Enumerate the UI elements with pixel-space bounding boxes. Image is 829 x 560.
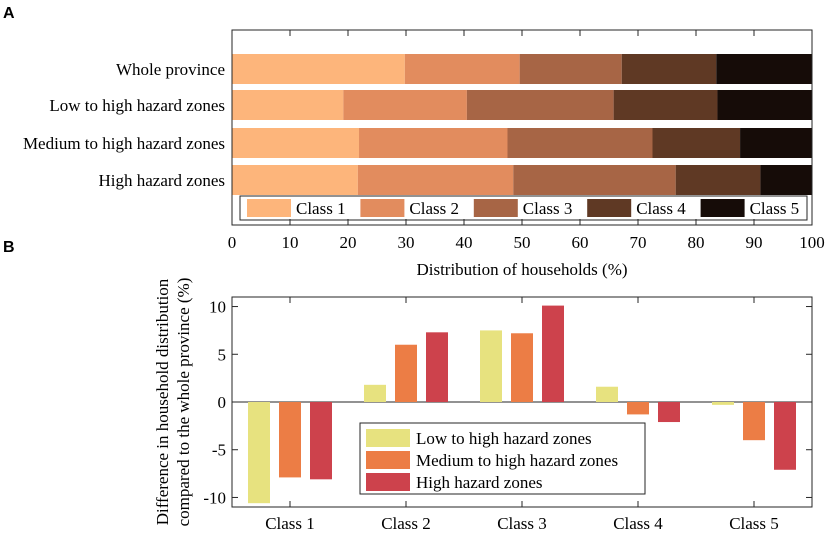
legend-label-high-hazard-zones: High hazard zones [416, 473, 543, 492]
bar-class-5-high-hazard-zones [774, 402, 796, 470]
y-tick-label: -10 [203, 488, 226, 507]
legend-label-medium-to-high-hazard-zones: Medium to high hazard zones [416, 451, 618, 470]
x-tick-label-class-3: Class 3 [497, 514, 547, 533]
bar-low-to-high-hazard-zones-class-5 [717, 90, 812, 120]
x-tick-label-class-2: Class 2 [381, 514, 431, 533]
bar-medium-to-high-hazard-zones-class-1 [232, 128, 360, 158]
panel-a-chart: Class 1 Class 2 Class 3 Class 4 Class 5 Whol… [23, 29, 825, 279]
x-tick-label: 60 [572, 233, 589, 252]
bar-low-to-high-hazard-zones-class-3 [466, 90, 614, 120]
bar-class-1-high-hazard-zones [310, 402, 332, 480]
x-tick-label: 90 [746, 233, 763, 252]
panel-b-chart: Low to high hazard zones Medium to high h… [153, 278, 813, 533]
bar-medium-to-high-hazard-zones-class-5 [740, 128, 812, 158]
panel-label-b: B [3, 239, 15, 256]
x-tick-label: 0 [228, 233, 237, 252]
panel-a-x-axis-label: Distribution of households (%) [416, 260, 627, 279]
bar-whole-province-class-5 [716, 54, 812, 84]
panel-b-y-axis-label-line1: Difference in household distribution [153, 278, 172, 525]
y-tick-label: 5 [218, 345, 227, 364]
legend-swatch-class-4 [587, 199, 632, 217]
bar-low-to-high-hazard-zones-class-1 [232, 90, 344, 120]
bar-class-5-medium-to-high-hazard-zones [743, 402, 765, 441]
bar-class-2-medium-to-high-hazard-zones [395, 344, 417, 402]
legend-label-class-3: Class 3 [523, 199, 573, 218]
bar-class-3-low-to-high-hazard-zones [480, 330, 502, 402]
y-tick-label-whole-province: Whole province [116, 60, 225, 79]
x-tick-label: 70 [630, 233, 647, 252]
legend-swatch-low-to-high-hazard-zones [366, 429, 410, 447]
x-tick-label: 20 [340, 233, 357, 252]
legend-swatch-medium-to-high-hazard-zones [366, 451, 410, 469]
bar-medium-to-high-hazard-zones-class-2 [359, 128, 508, 158]
legend-swatch-high-hazard-zones [366, 473, 410, 491]
bar-class-2-high-hazard-zones [426, 332, 448, 402]
x-tick-label-class-1: Class 1 [265, 514, 315, 533]
bar-class-5-low-to-high-hazard-zones [712, 402, 734, 405]
legend-swatch-class-5 [700, 199, 745, 217]
legend-swatch-class-2 [360, 199, 405, 217]
bar-class-4-low-to-high-hazard-zones [596, 386, 618, 402]
legend-label-low-to-high-hazard-zones: Low to high hazard zones [416, 429, 592, 448]
x-tick-label-class-5: Class 5 [729, 514, 779, 533]
bar-class-1-medium-to-high-hazard-zones [279, 402, 301, 478]
bar-medium-to-high-hazard-zones-class-3 [507, 128, 653, 158]
y-tick-label: -5 [212, 441, 226, 460]
legend-label-class-1: Class 1 [296, 199, 346, 218]
bar-high-hazard-zones-class-1 [232, 165, 358, 195]
bar-class-1-low-to-high-hazard-zones [248, 402, 270, 504]
y-tick-label-medium-to-high-hazard-zones: Medium to high hazard zones [23, 134, 225, 153]
y-tick-label: 10 [209, 298, 226, 317]
y-tick-label: 0 [218, 393, 227, 412]
bar-low-to-high-hazard-zones-class-2 [343, 90, 467, 120]
panel-b-y-axis-label-line2: compared to the whole province (%) [174, 278, 193, 527]
x-tick-label-class-4: Class 4 [613, 514, 663, 533]
bar-class-2-low-to-high-hazard-zones [364, 384, 386, 402]
bar-high-hazard-zones-class-3 [513, 165, 676, 195]
legend-label-class-5: Class 5 [750, 199, 800, 218]
legend-swatch-class-3 [473, 199, 518, 217]
bar-whole-province-class-3 [519, 54, 622, 84]
x-tick-label: 80 [688, 233, 705, 252]
bar-high-hazard-zones-class-5 [760, 165, 812, 195]
bar-class-3-high-hazard-zones [542, 305, 564, 402]
bar-class-4-medium-to-high-hazard-zones [627, 402, 649, 415]
panel-label-a: A [3, 5, 15, 22]
bar-whole-province-class-2 [404, 54, 520, 84]
bar-whole-province-class-4 [621, 54, 717, 84]
bar-whole-province-class-1 [232, 54, 405, 84]
bar-high-hazard-zones-class-4 [675, 165, 761, 195]
legend-label-class-4: Class 4 [636, 199, 686, 218]
x-tick-label: 40 [456, 233, 473, 252]
bar-medium-to-high-hazard-zones-class-4 [652, 128, 741, 158]
x-tick-label: 50 [514, 233, 531, 252]
x-tick-label: 100 [799, 233, 825, 252]
bar-low-to-high-hazard-zones-class-4 [613, 90, 718, 120]
bar-class-4-high-hazard-zones [658, 402, 680, 423]
y-tick-label-low-to-high-hazard-zones: Low to high hazard zones [49, 96, 225, 115]
x-tick-label: 10 [282, 233, 299, 252]
x-tick-label: 30 [398, 233, 415, 252]
legend-swatch-class-1 [247, 199, 291, 217]
legend-label-class-2: Class 2 [409, 199, 459, 218]
y-tick-label-high-hazard-zones: High hazard zones [98, 171, 225, 190]
bar-class-3-medium-to-high-hazard-zones [511, 333, 533, 402]
bar-high-hazard-zones-class-2 [357, 165, 514, 195]
